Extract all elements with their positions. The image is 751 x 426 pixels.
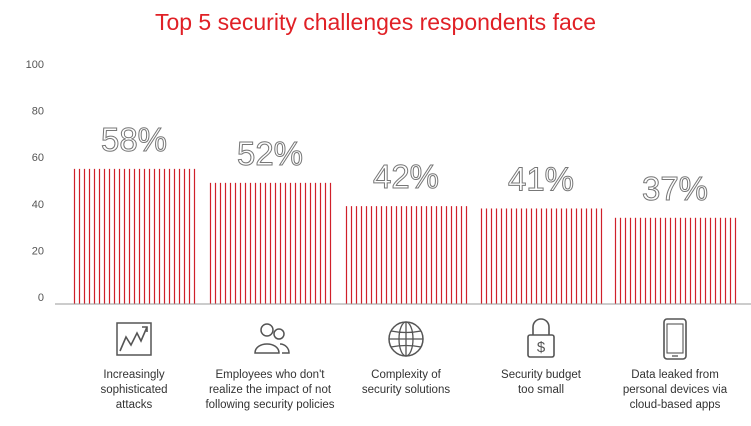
y-tick-label: 20 <box>32 245 44 257</box>
category-label-line: sophisticated <box>100 384 168 396</box>
value-label: 52% <box>237 135 303 172</box>
bar <box>345 206 468 304</box>
category-label: Complexity of security solutions <box>331 368 481 398</box>
chart-title: Top 5 security challenges respondents fa… <box>154 9 597 35</box>
category-label-line: too small <box>517 384 565 396</box>
value-label: 58% <box>101 121 167 158</box>
category-label-line: personal devices via <box>622 384 728 396</box>
category-label-line: Security budget <box>501 369 581 381</box>
y-tick-label: 60 <box>32 152 44 164</box>
value-label: 42% <box>373 158 439 195</box>
bar <box>480 208 603 304</box>
value-label: 41% <box>508 160 574 197</box>
svg-text:$: $ <box>537 339 546 356</box>
bar <box>73 168 196 304</box>
value-label: 37% <box>642 170 708 207</box>
category-label-line: Data leaked from <box>631 369 719 381</box>
rising-chart-icon <box>116 322 152 356</box>
category-label-line: security solutions <box>361 384 451 396</box>
y-tick-label: 80 <box>32 106 44 118</box>
category-label-line: cloud-based apps <box>629 399 721 411</box>
category-label: Employees who don't realize the impact of… <box>195 368 345 413</box>
smartphone-icon <box>663 318 687 360</box>
category-label-line: attacks <box>115 399 153 411</box>
bar <box>614 217 737 304</box>
y-axis: 0 20 40 60 80 100 <box>26 59 44 304</box>
category-label: Security budget too small <box>466 368 616 398</box>
category-label-line: following security policies <box>205 399 335 411</box>
y-tick-label: 100 <box>26 59 44 71</box>
value-labels: 58% 52% 42% 41% 37% <box>100 120 708 207</box>
category-label: Data leaked from personal devices via clou… <box>600 368 750 413</box>
y-tick-label: 40 <box>32 199 44 211</box>
category-label-line: Complexity of <box>371 369 441 381</box>
bars <box>73 168 737 304</box>
globe-icon <box>388 321 424 357</box>
padlock-dollar-icon: $ <box>527 318 555 358</box>
bar <box>209 182 332 304</box>
category-label-line: Employees who don't <box>215 369 325 381</box>
y-tick-label: 0 <box>38 292 44 304</box>
category-icons: $ <box>116 318 687 360</box>
people-icon <box>254 323 290 354</box>
category-label-line: realize the impact of not <box>208 384 332 396</box>
category-label: Increasingly sophisticated attacks <box>59 368 209 413</box>
category-label-line: Increasingly <box>103 369 165 381</box>
